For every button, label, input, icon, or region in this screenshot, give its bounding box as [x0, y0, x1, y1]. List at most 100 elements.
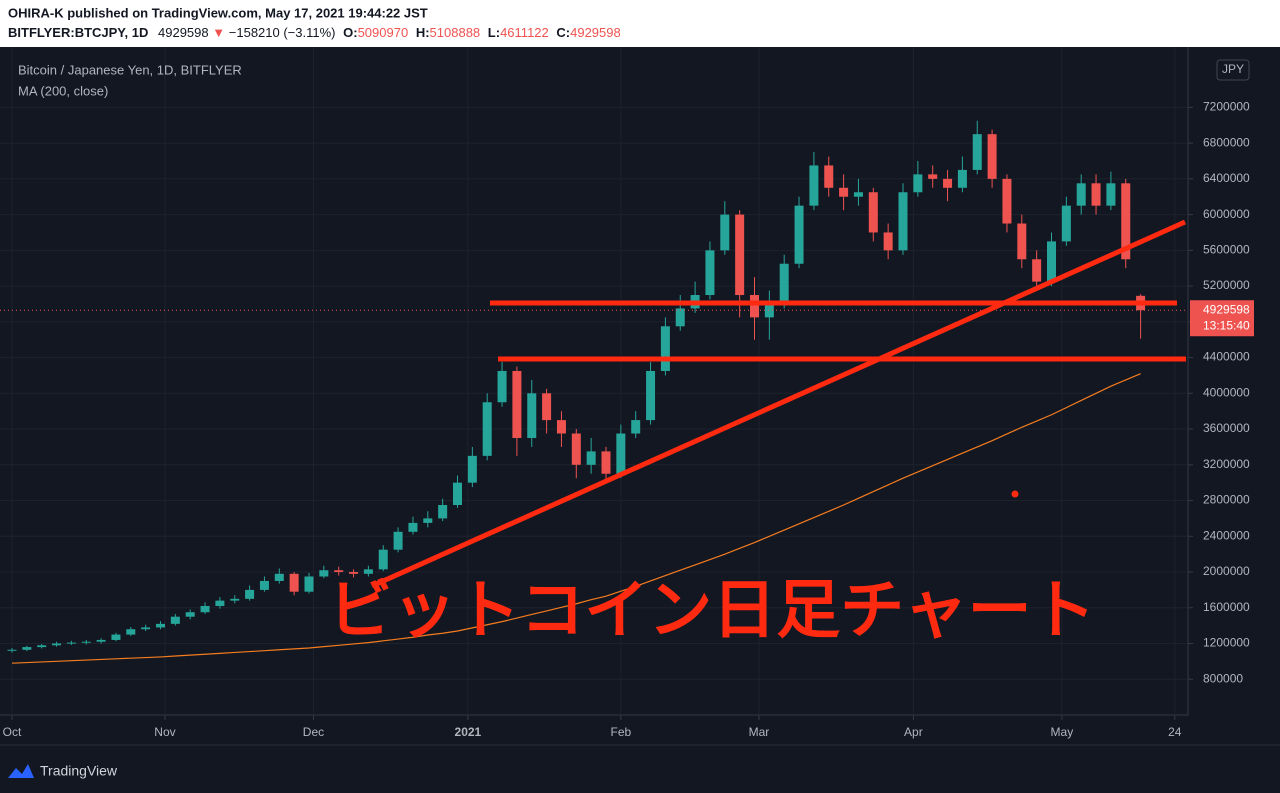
candle-body	[794, 205, 804, 264]
candle-body	[319, 570, 329, 577]
candle-body	[556, 420, 566, 434]
logo	[8, 764, 34, 778]
candle-body	[839, 187, 849, 197]
candle-body	[438, 505, 448, 519]
indicator-label: MA (200, close)	[18, 83, 108, 98]
header-line: BITFLYER:BTCJPY, 1D 4929598 ▼ −158210 (−…	[8, 25, 621, 40]
candle-body	[482, 402, 492, 456]
candle-body	[200, 605, 210, 613]
candle-body	[274, 573, 284, 581]
close-value: 4929598	[570, 25, 621, 40]
x-tick-label: Apr	[904, 725, 923, 739]
candle-body	[230, 598, 240, 601]
candle-body	[735, 214, 745, 296]
y-tick-label: 2800000	[1203, 493, 1250, 507]
drawings	[370, 219, 1187, 589]
open-value: 5090970	[358, 25, 409, 40]
candle-body	[512, 370, 522, 438]
candle-body	[883, 232, 893, 251]
brand[interactable]: TradingView	[40, 763, 118, 779]
currency-badge[interactable]	[1216, 59, 1250, 81]
candle-body	[81, 641, 91, 643]
header-bg	[0, 0, 1280, 47]
candle-body	[393, 531, 403, 550]
publisher: OHIRA-K published on TradingView.com, Ma…	[8, 5, 428, 20]
candle-body	[453, 482, 462, 506]
candle-body	[571, 433, 581, 465]
last-price-label: 4929598	[1203, 302, 1250, 316]
y-tick-label: 1200000	[1203, 636, 1250, 650]
candle-body	[972, 134, 982, 170]
y-tick-label: 4400000	[1203, 350, 1250, 364]
candle-body	[913, 174, 923, 193]
candle-body	[363, 569, 373, 574]
y-tick-label: 2000000	[1203, 564, 1250, 578]
candle-body	[1002, 178, 1012, 224]
candle-body	[586, 451, 596, 465]
candle-body	[943, 178, 953, 188]
close-prefix: C:	[556, 25, 570, 40]
candle-body	[898, 192, 908, 251]
candle-body	[126, 629, 136, 635]
x-tick-label: 24	[1168, 725, 1182, 739]
change: −158210 (−3.11%)	[229, 25, 336, 40]
x-tick-label: 2021	[455, 725, 482, 739]
candle-body	[141, 627, 151, 630]
y-tick-label: 2400000	[1203, 528, 1250, 542]
candle-body	[824, 165, 834, 188]
x-tick-label: Nov	[154, 725, 175, 739]
candle-body	[66, 642, 76, 644]
moving-average	[11, 373, 1141, 664]
candle-body	[853, 192, 863, 197]
candle-body	[304, 576, 314, 592]
annotation: ビットコイン日足チャート	[328, 574, 1095, 646]
candle-body	[764, 303, 774, 318]
candle-body	[170, 616, 180, 624]
symbol: BITFLYER:BTCJPY, 1D	[8, 25, 148, 40]
candle-body	[1121, 183, 1131, 260]
candle-body	[467, 455, 477, 483]
y-tick-label: 7200000	[1203, 100, 1250, 114]
candle-body	[928, 174, 938, 179]
low-prefix: L:	[488, 25, 500, 40]
countdown: 13:15:40	[1203, 318, 1250, 332]
candle-body	[22, 647, 32, 650]
candle-body	[1017, 223, 1027, 260]
candle-body	[52, 643, 62, 646]
high-value: 5108888	[430, 25, 481, 40]
candle-body	[378, 549, 388, 570]
low-value: 4611122	[500, 25, 549, 40]
candle-body	[957, 169, 967, 188]
y-tick-label: 5600000	[1203, 243, 1250, 257]
trend-line	[370, 219, 1187, 589]
candle-body	[868, 192, 878, 233]
y-tick-label: 6800000	[1203, 135, 1250, 149]
candle-body	[1047, 241, 1056, 282]
last-price: 4929598	[158, 25, 209, 40]
x-tick-label: Mar	[749, 725, 770, 739]
candle-body	[37, 645, 47, 648]
x-tick-label: Oct	[3, 725, 22, 739]
change-arrow: ▼	[212, 25, 225, 40]
candle-body	[245, 589, 255, 599]
candle-body	[987, 134, 997, 179]
y-tick-label: 6000000	[1203, 207, 1250, 221]
y-tick-label: 6400000	[1203, 171, 1250, 185]
high-prefix: H:	[416, 25, 430, 40]
y-tick-label: 3200000	[1203, 457, 1250, 471]
candle-body	[779, 263, 789, 304]
candle-body	[720, 214, 730, 251]
x-tick-label: May	[1051, 725, 1074, 739]
candle-body	[660, 326, 670, 371]
candle-body	[7, 649, 17, 651]
x-tick-label: Feb	[611, 725, 632, 739]
candle-body	[705, 250, 715, 296]
candle-body	[423, 518, 433, 523]
candle-body	[542, 393, 552, 421]
last-price-badge	[1190, 300, 1254, 337]
candle-body	[215, 600, 225, 606]
candle-body	[616, 433, 626, 474]
y-tick-label: 5200000	[1203, 278, 1250, 292]
